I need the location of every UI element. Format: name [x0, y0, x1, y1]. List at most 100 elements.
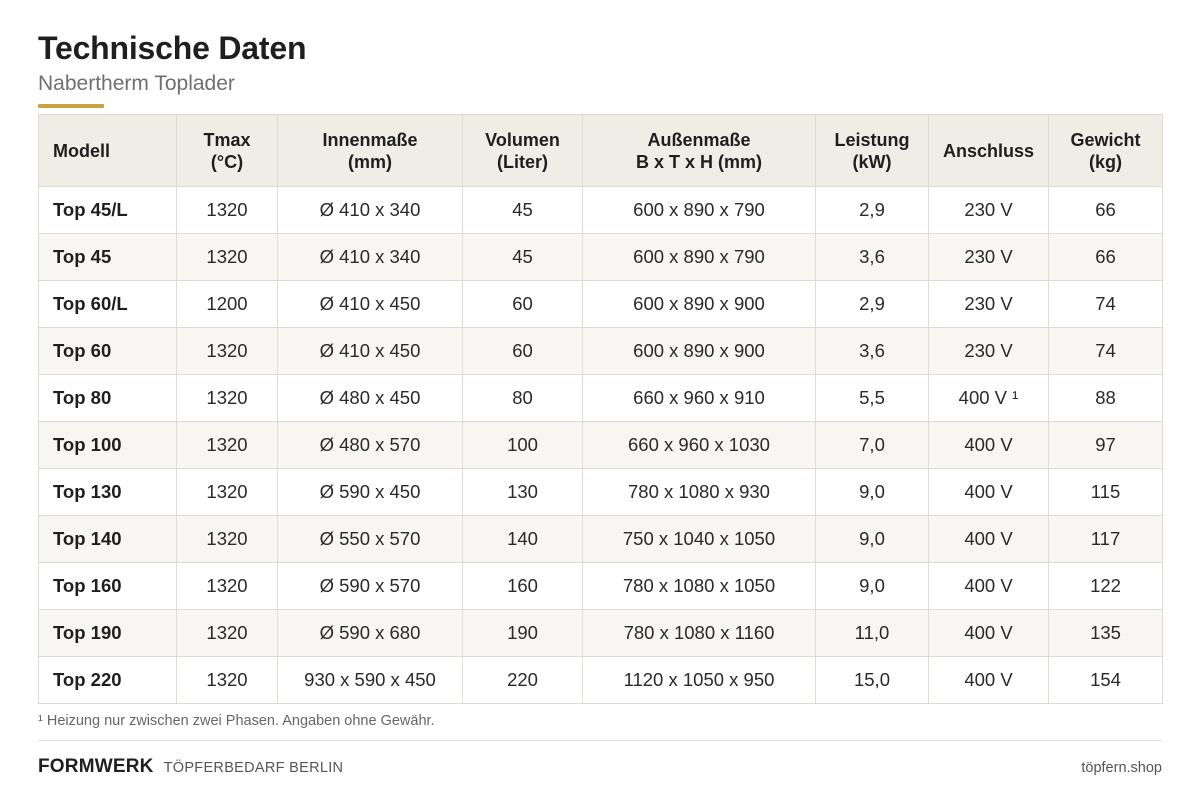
- table-row: Top 45 1320 Ø 410 x 340 45 600 x 890 x 790 3,…: [38, 233, 1163, 281]
- cell-leistung: 2,9: [815, 280, 929, 328]
- cell-modell: Top 190: [38, 609, 177, 657]
- cell-gewicht: 97: [1048, 421, 1163, 469]
- col-header-line1: Anschluss: [942, 140, 1035, 161]
- cell-volumen: 45: [462, 186, 583, 234]
- cell-leistung: 11,0: [815, 609, 929, 657]
- cell-modell: Top 100: [38, 421, 177, 469]
- cell-gewicht: 117: [1048, 515, 1163, 563]
- cell-modell: Top 60/L: [38, 280, 177, 328]
- cell-tmax: 1320: [176, 562, 278, 610]
- col-header-modell: Modell: [38, 114, 177, 187]
- cell-modell: Top 130: [38, 468, 177, 516]
- table-row: Top 80 1320 Ø 480 x 450 80 660 x 960 x 910 5,…: [38, 374, 1163, 422]
- cell-volumen: 100: [462, 421, 583, 469]
- col-header-line2: (mm): [348, 151, 392, 172]
- cell-innenmasse: Ø 410 x 340: [277, 186, 463, 234]
- col-header-volumen: Volumen (Liter): [462, 114, 583, 187]
- cell-gewicht: 66: [1048, 233, 1163, 281]
- cell-innenmasse: Ø 410 x 450: [277, 327, 463, 375]
- cell-innenmasse: Ø 590 x 450: [277, 468, 463, 516]
- col-header-line1: Innenmaße: [322, 129, 418, 150]
- cell-gewicht: 115: [1048, 468, 1163, 516]
- cell-leistung: 9,0: [815, 515, 929, 563]
- col-header-line1: Tmax: [203, 129, 251, 150]
- cell-volumen: 60: [462, 280, 583, 328]
- col-header-line2: (°C): [210, 151, 244, 172]
- cell-aussenmasse: 750 x 1040 x 1050: [582, 515, 816, 563]
- cell-tmax: 1320: [176, 233, 278, 281]
- spec-table: Modell Tmax (°C) Innenmaße (mm) Volumen …: [38, 114, 1163, 704]
- cell-modell: Top 45: [38, 233, 177, 281]
- col-header-line1: Leistung: [834, 129, 910, 150]
- footer-site-link[interactable]: töpfern.shop: [1081, 760, 1162, 776]
- cell-modell: Top 60: [38, 327, 177, 375]
- col-header-anschluss: Anschluss: [928, 114, 1049, 187]
- cell-anschluss: 230 V: [928, 327, 1049, 375]
- cell-leistung: 9,0: [815, 562, 929, 610]
- col-header-innenmasse: Innenmaße (mm): [277, 114, 463, 187]
- cell-tmax: 1200: [176, 280, 278, 328]
- footer-brand: FORMWERK TÖPFERBEDARF BERLIN: [38, 756, 343, 778]
- table-row: Top 60 1320 Ø 410 x 450 60 600 x 890 x 900 3,…: [38, 327, 1163, 375]
- page-subtitle: Nabertherm Toplader: [38, 72, 235, 95]
- cell-gewicht: 88: [1048, 374, 1163, 422]
- cell-tmax: 1320: [176, 515, 278, 563]
- cell-volumen: 160: [462, 562, 583, 610]
- cell-leistung: 7,0: [815, 421, 929, 469]
- brand-name: FORMWERK: [38, 756, 154, 777]
- cell-leistung: 2,9: [815, 186, 929, 234]
- table-header-row: Modell Tmax (°C) Innenmaße (mm) Volumen …: [38, 114, 1163, 187]
- table-row: Top 190 1320 Ø 590 x 680 190 780 x 1080 x 11…: [38, 609, 1163, 657]
- cell-aussenmasse: 660 x 960 x 910: [582, 374, 816, 422]
- cell-tmax: 1320: [176, 468, 278, 516]
- cell-modell: Top 45/L: [38, 186, 177, 234]
- cell-aussenmasse: 600 x 890 x 790: [582, 233, 816, 281]
- table-body: Top 45/L 1320 Ø 410 x 340 45 600 x 890 x 790…: [38, 186, 1163, 704]
- cell-innenmasse: Ø 590 x 570: [277, 562, 463, 610]
- table-row: Top 100 1320 Ø 480 x 570 100 660 x 960 x 103…: [38, 421, 1163, 469]
- cell-innenmasse: Ø 480 x 450: [277, 374, 463, 422]
- cell-anschluss: 400 V: [928, 656, 1049, 704]
- col-header-aussenmasse: Außenmaße B x T x H (mm): [582, 114, 816, 187]
- title-accent-bar: [38, 104, 104, 108]
- col-header-line2: (kW): [852, 151, 892, 172]
- col-header-tmax: Tmax (°C): [176, 114, 278, 187]
- col-header-leistung: Leistung (kW): [815, 114, 929, 187]
- cell-anschluss: 400 V: [928, 515, 1049, 563]
- footnote: ¹ Heizung nur zwischen zwei Phasen. Anga…: [38, 713, 435, 729]
- cell-leistung: 3,6: [815, 233, 929, 281]
- table-row: Top 45/L 1320 Ø 410 x 340 45 600 x 890 x 790…: [38, 186, 1163, 234]
- page-title: Technische Daten: [38, 30, 307, 66]
- cell-aussenmasse: 660 x 960 x 1030: [582, 421, 816, 469]
- cell-modell: Top 220: [38, 656, 177, 704]
- cell-gewicht: 154: [1048, 656, 1163, 704]
- cell-volumen: 45: [462, 233, 583, 281]
- cell-tmax: 1320: [176, 186, 278, 234]
- table-row: Top 60/L 1200 Ø 410 x 450 60 600 x 890 x 900…: [38, 280, 1163, 328]
- cell-aussenmasse: 780 x 1080 x 1160: [582, 609, 816, 657]
- cell-anschluss: 400 V: [928, 421, 1049, 469]
- cell-modell: Top 80: [38, 374, 177, 422]
- col-header-line1: Gewicht: [1070, 129, 1141, 150]
- col-header-line2: (Liter): [497, 151, 548, 172]
- table-row: Top 130 1320 Ø 590 x 450 130 780 x 1080 x 93…: [38, 468, 1163, 516]
- cell-gewicht: 74: [1048, 280, 1163, 328]
- col-header-line2: (kg): [1089, 151, 1122, 172]
- col-header-line1: Volumen: [485, 129, 560, 150]
- brand-tagline: TÖPFERBEDARF BERLIN: [163, 760, 344, 776]
- cell-volumen: 190: [462, 609, 583, 657]
- cell-aussenmasse: 600 x 890 x 900: [582, 327, 816, 375]
- col-header-line2: B x T x H (mm): [635, 151, 763, 172]
- cell-volumen: 130: [462, 468, 583, 516]
- cell-anschluss: 230 V: [928, 233, 1049, 281]
- cell-volumen: 80: [462, 374, 583, 422]
- table-row: Top 140 1320 Ø 550 x 570 140 750 x 1040 x 10…: [38, 515, 1163, 563]
- cell-volumen: 220: [462, 656, 583, 704]
- cell-anschluss: 230 V: [928, 186, 1049, 234]
- cell-leistung: 5,5: [815, 374, 929, 422]
- cell-aussenmasse: 600 x 890 x 900: [582, 280, 816, 328]
- cell-innenmasse: Ø 480 x 570: [277, 421, 463, 469]
- cell-gewicht: 66: [1048, 186, 1163, 234]
- footer-divider: [38, 740, 1162, 741]
- cell-volumen: 140: [462, 515, 583, 563]
